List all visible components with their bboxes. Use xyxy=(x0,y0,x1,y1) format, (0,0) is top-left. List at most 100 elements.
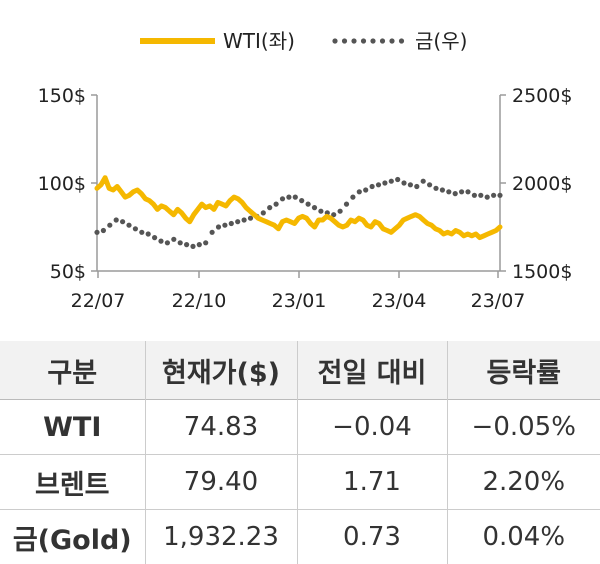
gold-point xyxy=(178,240,183,245)
gold-point xyxy=(465,189,470,194)
gold-point xyxy=(472,193,477,198)
gold-point xyxy=(389,179,394,184)
gold-point xyxy=(146,231,151,236)
gold-point xyxy=(261,210,266,215)
legend-gold-swatch xyxy=(332,38,404,43)
cell-day-change: −0.04 xyxy=(297,400,447,455)
gold-point xyxy=(459,189,464,194)
gold-point xyxy=(184,242,189,247)
gold-point xyxy=(370,184,375,189)
gold-point xyxy=(274,202,279,207)
gold-point xyxy=(433,186,438,191)
row-label: 브렌트 xyxy=(0,455,145,510)
gold-point xyxy=(235,219,240,224)
gold-point xyxy=(152,235,157,240)
gold-point xyxy=(497,193,502,198)
table-header-row: 구분 현재가($) 전일 대비 등락률 xyxy=(0,341,600,400)
x-tick-label: 23/04 xyxy=(372,290,427,312)
legend-gold-dot xyxy=(332,38,337,43)
gold-point xyxy=(363,187,368,192)
gold-point xyxy=(401,180,406,185)
table-row: 브렌트 79.40 1.71 2.20% xyxy=(0,455,600,510)
gold-point xyxy=(299,198,304,203)
header-day-change: 전일 대비 xyxy=(297,341,447,400)
legend: WTI(좌) 금(우) xyxy=(140,29,467,53)
gold-point xyxy=(171,237,176,242)
gold-point xyxy=(453,191,458,196)
gold-point xyxy=(312,205,317,210)
legend-gold-dot xyxy=(380,38,385,43)
price-table: 구분 현재가($) 전일 대비 등락률 WTI 74.83 −0.04 −0.0… xyxy=(0,341,600,564)
gold-point xyxy=(478,193,483,198)
gold-point xyxy=(408,182,413,187)
gold-point xyxy=(242,217,247,222)
gold-series xyxy=(94,177,502,249)
legend-gold-dot xyxy=(361,38,366,43)
y-right-tick-label: 2500$ xyxy=(512,85,572,107)
y-right-tick-label: 1500$ xyxy=(512,261,572,283)
gold-point xyxy=(344,202,349,207)
price-chart: WTI(좌) 금(우) 150$ 100$ 50$ 2500$ 2000$ 15… xyxy=(0,0,600,340)
y-left-tick-label: 100$ xyxy=(38,173,86,195)
header-category: 구분 xyxy=(0,341,145,400)
cell-current-price: 1,932.23 xyxy=(145,510,297,564)
wti-series-line xyxy=(97,178,500,238)
gold-point xyxy=(120,219,125,224)
gold-point xyxy=(446,189,451,194)
gold-point xyxy=(440,187,445,192)
gold-point xyxy=(491,193,496,198)
row-label: WTI xyxy=(0,400,145,455)
gold-point xyxy=(139,230,144,235)
y-left-tick-label: 50$ xyxy=(50,261,86,283)
y-left-tick-labels: 150$ 100$ 50$ xyxy=(38,85,86,283)
cell-current-price: 79.40 xyxy=(145,455,297,510)
legend-gold-dot xyxy=(389,38,394,43)
gold-point xyxy=(229,221,234,226)
cell-change-rate: −0.05% xyxy=(447,400,600,455)
x-tick-label: 23/07 xyxy=(471,290,526,312)
gold-point xyxy=(485,195,490,200)
legend-wti-label: WTI(좌) xyxy=(223,29,295,53)
legend-gold-dot xyxy=(370,38,375,43)
header-change-rate: 등락률 xyxy=(447,341,600,400)
gold-point xyxy=(190,244,195,249)
cell-day-change: 0.73 xyxy=(297,510,447,564)
gold-point xyxy=(293,195,298,200)
gold-point xyxy=(357,189,362,194)
cell-change-rate: 0.04% xyxy=(447,510,600,564)
gold-point xyxy=(350,195,355,200)
gold-point xyxy=(197,242,202,247)
gold-point xyxy=(94,230,99,235)
x-tick-labels: 22/07 22/10 23/01 23/04 23/07 xyxy=(71,290,526,312)
gold-point xyxy=(101,228,106,233)
gold-point xyxy=(376,182,381,187)
gold-point xyxy=(107,223,112,228)
gold-point xyxy=(318,209,323,214)
gold-point xyxy=(165,240,170,245)
gold-point xyxy=(133,226,138,231)
gold-point xyxy=(395,177,400,182)
gold-point xyxy=(158,239,163,244)
axes xyxy=(91,95,506,278)
legend-gold-dot xyxy=(342,38,347,43)
gold-point xyxy=(338,209,343,214)
gold-point xyxy=(286,195,291,200)
row-label: 금(Gold) xyxy=(0,510,145,564)
gold-point xyxy=(114,217,119,222)
gold-point xyxy=(280,196,285,201)
y-right-tick-label: 2000$ xyxy=(512,173,572,195)
y-right-tick-labels: 2500$ 2000$ 1500$ xyxy=(512,85,572,283)
gold-point xyxy=(427,182,432,187)
legend-gold-dot xyxy=(351,38,356,43)
gold-point xyxy=(306,202,311,207)
gold-point xyxy=(203,240,208,245)
legend-gold-dot xyxy=(399,38,404,43)
x-tick-label: 23/01 xyxy=(272,290,327,312)
x-tick-label: 22/10 xyxy=(172,290,227,312)
table-row: WTI 74.83 −0.04 −0.05% xyxy=(0,400,600,455)
cell-change-rate: 2.20% xyxy=(447,455,600,510)
gold-point xyxy=(222,223,227,228)
gold-point xyxy=(216,224,221,229)
gold-point xyxy=(267,205,272,210)
gold-point xyxy=(421,179,426,184)
